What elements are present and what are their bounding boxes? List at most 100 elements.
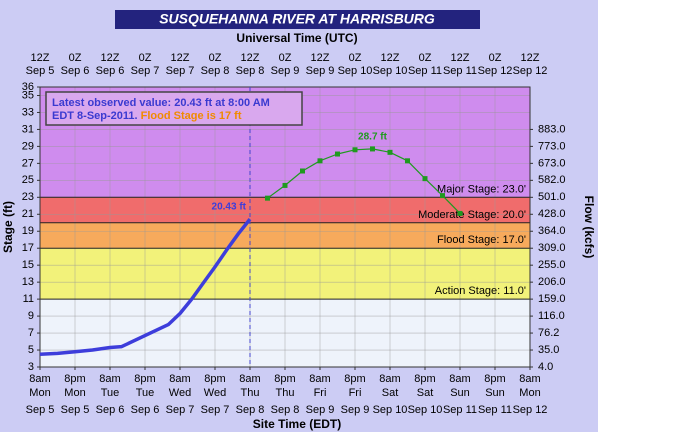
threshold-label: Major Stage: 23.0' [437, 183, 526, 195]
x-tick-day: Wed [169, 387, 191, 399]
threshold-label: Moderate Stage: 20.0' [418, 209, 526, 221]
x-tick-time: 8am [309, 373, 330, 385]
forecast-marker [370, 146, 375, 152]
x-tick-day: Sat [382, 387, 399, 399]
threshold-name: Action Stage: [435, 285, 500, 297]
x-tick-time: 8pm [64, 373, 85, 385]
data-label: 20.43 ft [212, 202, 247, 213]
x-tick-time: 8pm [484, 373, 505, 385]
utc-tick-date: Sep 7 [131, 65, 160, 77]
x-tick-time: 8am [99, 373, 120, 385]
utc-tick-date: Sep 5 [26, 65, 55, 77]
x-tick-day: Mon [29, 387, 50, 399]
legend-line: EDT 8-Sep-2011. Flood Stage is 17 ft [52, 110, 242, 122]
x-tick-day: Sun [485, 387, 505, 399]
utc-tick-hour: 12Z [381, 52, 400, 64]
forecast-marker [457, 210, 463, 216]
x-tick-date: Sep 7 [201, 404, 230, 416]
x-tick-time: 8am [239, 373, 260, 385]
x-tick-day: Sun [450, 387, 470, 399]
y2-tick-label: 428.0 [538, 208, 566, 220]
utc-tick-hour: 0Z [419, 52, 432, 64]
x-tick-date: Sep 10 [373, 404, 408, 416]
y-tick-label: 27 [22, 157, 34, 169]
x-tick-date: Sep 10 [408, 404, 443, 416]
utc-tick-date: Sep 9 [306, 65, 335, 77]
y-tick-label: 11 [23, 293, 34, 305]
y-tick-label: 15 [22, 259, 34, 271]
forecast-marker [352, 147, 358, 153]
x-tick-day: Mon [519, 387, 540, 399]
utc-tick-hour: 0Z [349, 52, 362, 64]
y2-tick-label: 76.2 [538, 327, 559, 339]
y-tick-label: 33 [22, 106, 34, 118]
y2-tick-label: 159.0 [538, 293, 566, 305]
y2-tick-label: 4.0 [538, 361, 553, 373]
legend-line: Latest observed value: 20.43 ft at 8:00 … [52, 97, 270, 109]
utc-tick-date: Sep 8 [201, 65, 230, 77]
x-tick-time: 8pm [274, 373, 295, 385]
x-tick-date: Sep 11 [478, 404, 512, 416]
x-tick-date: Sep 12 [513, 404, 548, 416]
x-tick-day: Thu [241, 387, 260, 399]
y-tick-label: 9 [28, 310, 34, 322]
threshold-name: Flood Stage: [437, 234, 499, 246]
utc-tick-hour: 12Z [451, 52, 470, 64]
utc-tick-date: Sep 10 [373, 65, 408, 77]
y-tick-label: 3 [28, 361, 34, 373]
y2-tick-label: 582.0 [538, 174, 566, 186]
x-tick-time: 8pm [414, 373, 435, 385]
plot-area: Action Stage: 11.0' Flood Stage: 17.0' Mod… [22, 52, 566, 416]
x-tick-day: Wed [204, 387, 226, 399]
forecast-marker [335, 151, 340, 157]
utc-tick-date: Sep 10 [338, 65, 373, 77]
bottom-axis-title: Site Time (EDT) [253, 417, 341, 431]
utc-tick-hour: 0Z [279, 52, 292, 64]
top-axis-title: Universal Time (UTC) [236, 31, 357, 45]
y-tick-label: 23 [22, 191, 34, 203]
x-tick-time: 8pm [344, 373, 365, 385]
y2-tick-label: 116.0 [538, 310, 565, 322]
observed-line [39, 218, 252, 357]
x-tick-time: 8pm [204, 373, 225, 385]
threshold-value: 20.0' [502, 209, 526, 221]
x-tick-day: Thu [276, 387, 295, 399]
forecast-marker [282, 182, 288, 188]
y2-tick-label: 309.0 [538, 242, 566, 254]
forecast-marker [387, 149, 393, 155]
x-tick-date: Sep 8 [271, 404, 300, 416]
y-tick-label: 5 [28, 344, 34, 356]
y-tick-label: 35 [22, 89, 34, 101]
x-tick-day: Mon [64, 387, 85, 399]
x-tick-time: 8am [519, 373, 540, 385]
y-tick-label: 36 [22, 81, 34, 93]
forecast-marker [422, 176, 428, 182]
utc-tick-hour: 12Z [31, 52, 50, 64]
y2-tick-label: 501.0 [538, 191, 566, 203]
y-tick-label: 25 [22, 174, 34, 186]
y2-tick-label: 206.0 [538, 276, 566, 288]
y-tick-label: 13 [22, 276, 34, 288]
x-tick-date: Sep 9 [306, 404, 335, 416]
forecast-line [267, 148, 461, 214]
utc-tick-date: Sep 9 [271, 65, 300, 77]
x-tick-date: Sep 7 [166, 404, 195, 416]
forecast-marker [300, 168, 305, 174]
y2-tick-label: 255.0 [538, 259, 566, 271]
utc-tick-hour: 0Z [139, 52, 152, 64]
legend-flood-note: Flood Stage is 17 ft [141, 110, 242, 122]
forecast-marker [265, 195, 270, 201]
forecast-marker [440, 193, 445, 199]
utc-tick-date: Sep 6 [61, 65, 90, 77]
utc-tick-hour: 12Z [521, 52, 540, 64]
utc-tick-date: Sep 11 [443, 65, 477, 77]
utc-tick-hour: 0Z [69, 52, 82, 64]
y2-tick-label: 773.0 [538, 140, 566, 152]
threshold-label: Action Stage: 11.0' [435, 285, 526, 297]
y-tick-label: 29 [22, 140, 34, 152]
utc-tick-date: Sep 12 [513, 65, 548, 77]
x-tick-time: 8am [29, 373, 50, 385]
x-tick-date: Sep 5 [26, 404, 55, 416]
